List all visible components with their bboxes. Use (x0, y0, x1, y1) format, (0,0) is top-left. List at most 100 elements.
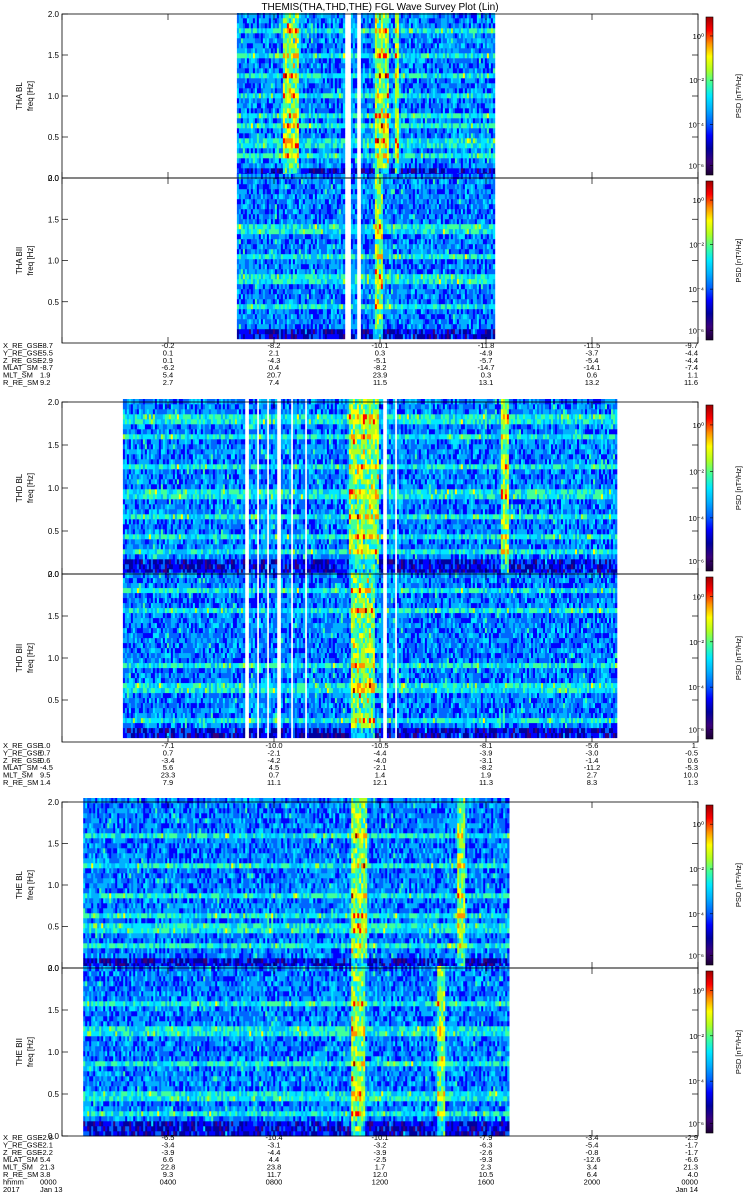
spectrogram-cell (280, 243, 284, 250)
spectrogram-cell (242, 133, 246, 139)
spectrogram-cell (256, 288, 260, 295)
spectrogram-cell (286, 263, 290, 270)
spectrogram-cell (480, 13, 484, 19)
spectrogram-cell (304, 78, 308, 84)
spectrogram-cell (260, 283, 264, 290)
spectrogram-cell (238, 63, 242, 69)
spectrogram-cell (416, 138, 420, 144)
spectrogram-cell (286, 233, 290, 240)
spectrogram-cell (244, 43, 248, 49)
spectrogram-cell (490, 118, 494, 124)
spectrogram-cell (274, 278, 278, 285)
spectrogram-cell (248, 108, 252, 114)
spectrogram-cell (290, 73, 294, 79)
spectrogram-cell (240, 153, 244, 159)
spectrogram-cell (366, 43, 370, 49)
spectrogram-cell (406, 123, 410, 129)
spectrogram-cell (366, 68, 370, 74)
spectrogram-cell (462, 93, 466, 99)
spectrogram-cell (404, 158, 408, 164)
spectrogram-cell (392, 48, 396, 54)
spectrogram-cell (248, 28, 252, 34)
spectrogram-cell (238, 98, 242, 104)
spectrogram-cell (368, 63, 372, 69)
spectrogram-cell (250, 273, 254, 280)
spectrogram-cell (440, 93, 444, 99)
spectrogram-cell (264, 138, 268, 144)
spectrogram-cell (336, 123, 340, 129)
spectrogram-cell (476, 53, 480, 59)
spectrogram-cell (292, 63, 296, 69)
spectrogram-cell (322, 148, 326, 154)
spectrogram-cell (236, 173, 240, 180)
spectrogram-cell (468, 83, 472, 89)
spectrogram-cell (322, 68, 326, 74)
spectrogram-cell (252, 123, 256, 129)
spectrogram-cell (254, 333, 258, 340)
spectrogram-cell (446, 63, 450, 69)
spectrogram-cell (482, 88, 486, 94)
spectrogram-cell (262, 73, 266, 79)
spectrogram-cell (480, 123, 484, 129)
spectrogram-cell (298, 63, 302, 69)
spectrogram-cell (478, 68, 482, 74)
spectrogram-cell (366, 143, 370, 149)
spectrogram-cell (312, 153, 316, 159)
spectrogram-cell (266, 238, 270, 245)
spectrogram-cell (432, 148, 436, 154)
spectrogram-cell (480, 83, 484, 89)
spectrogram-cell (316, 68, 320, 74)
spectrogram-cell (308, 98, 312, 104)
spectrogram-cell (248, 83, 252, 89)
spectrogram-cell (302, 73, 306, 79)
spectrogram-cell (318, 63, 322, 69)
spectrogram-cell (480, 103, 484, 109)
spectrogram-cell (340, 158, 344, 164)
spectrogram-cell (480, 23, 484, 29)
spectrogram-cell (314, 63, 318, 69)
spectrogram-cell (274, 48, 278, 54)
spectrogram-cell (294, 123, 298, 129)
spectrogram-cell (454, 113, 458, 119)
spectrogram-cell (264, 58, 268, 64)
spectrogram-cell (484, 18, 488, 24)
spectrogram-cell (282, 223, 286, 230)
spectrogram-cell (456, 78, 460, 84)
spectrogram-cell (400, 63, 404, 69)
spectrogram-cell (276, 28, 280, 34)
spectrogram-cell (452, 38, 456, 44)
spectrogram-cell (240, 113, 244, 119)
spectrogram-cell (252, 233, 256, 240)
spectrogram-cell (332, 98, 336, 104)
spectrogram-cell (366, 13, 370, 19)
spectrogram-cell (420, 48, 424, 54)
spectrogram-cell (258, 273, 262, 280)
spectrogram-cell (324, 73, 328, 79)
spectrogram-cell (362, 93, 366, 99)
spectrogram-cell (432, 163, 436, 169)
spectrogram-cell (282, 153, 286, 159)
spectrogram-cell (372, 43, 376, 49)
spectrogram-cell (248, 48, 252, 54)
spectrogram-cell (458, 38, 462, 44)
spectrogram-cell (466, 113, 470, 119)
spectrogram-cell (262, 243, 266, 250)
spectrogram-cell (406, 23, 410, 29)
spectrogram-cell (268, 93, 272, 99)
spectrogram-cell (238, 88, 242, 94)
spectrogram-cell (294, 108, 298, 114)
spectrogram-cell (400, 18, 404, 24)
spectrogram-cell (294, 68, 298, 74)
spectrogram-cell (380, 88, 384, 94)
spectrogram-cell (274, 238, 278, 245)
spectrogram-cell (332, 123, 336, 129)
spectrogram-cell (264, 268, 268, 275)
spectrogram-cell (276, 318, 280, 325)
spectrogram-cell (410, 83, 414, 89)
spectrogram-cell (366, 118, 370, 124)
spectrogram-cell (260, 318, 264, 325)
spectrogram-cell (476, 143, 480, 149)
spectrogram-cell (480, 168, 484, 174)
spectrogram-cell (372, 63, 376, 69)
spectrogram-cell (402, 163, 406, 169)
